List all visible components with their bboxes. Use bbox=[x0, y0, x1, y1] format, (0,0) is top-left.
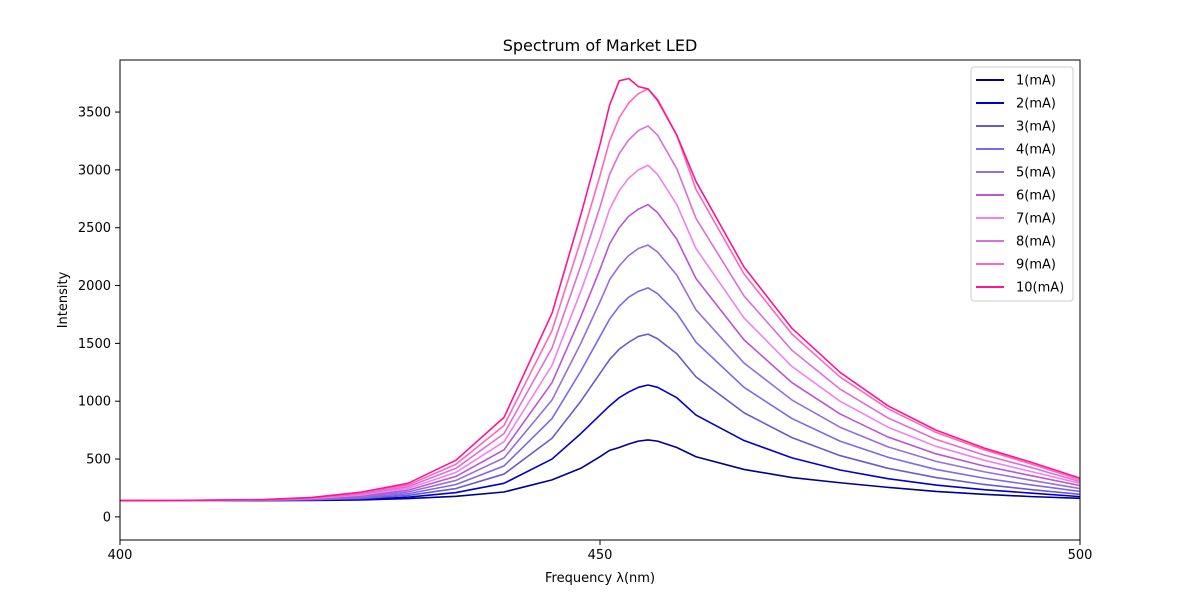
y-axis-ticks: 0 500 1000 1500 2000 2500 3000 3500 bbox=[78, 106, 120, 525]
y-axis-label: Intensity bbox=[56, 271, 71, 328]
x-tick-label: 450 bbox=[588, 548, 613, 563]
chart-title: Spectrum of Market LED bbox=[503, 36, 698, 55]
legend-label-7: 7(mA) bbox=[1016, 212, 1056, 227]
legend: 1(mA) 2(mA) 3(mA) 4(mA) 5(mA) 6(mA) 7(mA) 8(mA)… bbox=[970, 66, 1074, 302]
legend-label-8: 8(mA) bbox=[1016, 235, 1056, 250]
series-layer bbox=[119, 77, 1081, 502]
y-tick-label: 2000 bbox=[78, 279, 111, 294]
legend-label-9: 9(mA) bbox=[1016, 258, 1056, 273]
y-tick-label: 500 bbox=[86, 453, 111, 468]
y-tick-label: 1000 bbox=[78, 395, 111, 410]
y-tick-label: 3000 bbox=[78, 163, 111, 178]
legend-label-6: 6(mA) bbox=[1016, 189, 1056, 204]
x-tick-label: 500 bbox=[1068, 548, 1093, 563]
legend-label-3: 3(mA) bbox=[1016, 120, 1056, 135]
y-tick-label: 1500 bbox=[78, 337, 111, 352]
y-tick-label: 2500 bbox=[78, 221, 111, 236]
legend-label-4: 4(mA) bbox=[1016, 143, 1056, 158]
legend-label-2: 2(mA) bbox=[1016, 97, 1056, 112]
x-axis-ticks: 400 450 500 bbox=[108, 540, 1093, 563]
plot-area bbox=[119, 59, 1081, 541]
series-line-10 bbox=[119, 77, 1081, 502]
x-tick-label: 400 bbox=[108, 548, 133, 563]
legend-label-1: 1(mA) bbox=[1016, 74, 1056, 89]
legend-label-10: 10(mA) bbox=[1016, 281, 1064, 296]
y-tick-label: 3500 bbox=[78, 106, 111, 121]
y-tick-label: 0 bbox=[103, 510, 111, 525]
x-axis-label: Frequency λ(nm) bbox=[545, 571, 655, 586]
legend-label-5: 5(mA) bbox=[1016, 166, 1056, 181]
